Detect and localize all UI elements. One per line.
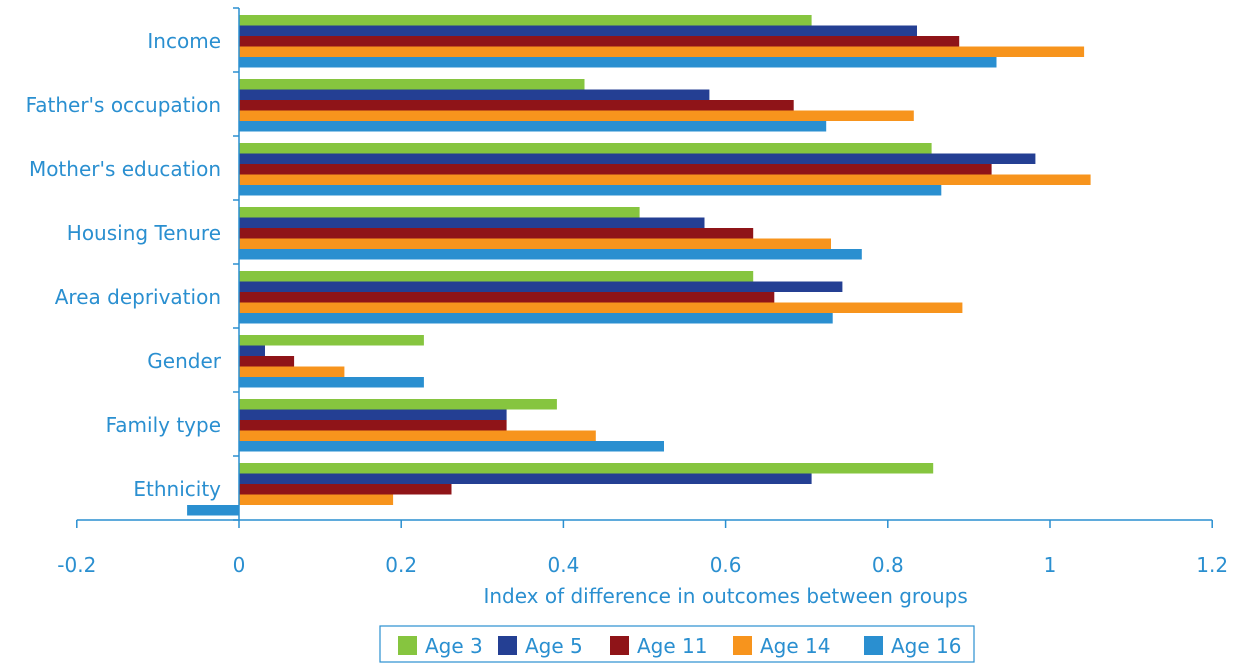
legend-swatch-age-5 [498, 636, 517, 655]
bar-housing-tenure-age-5 [239, 217, 705, 228]
bar-family-type-age-14 [239, 430, 596, 441]
bar-ethnicity-age-14 [239, 494, 394, 505]
bar-housing-tenure-age-11 [239, 228, 754, 239]
y-tick-label-gender: Gender [147, 349, 221, 373]
bar-father-s-occupation-age-5 [239, 89, 710, 100]
legend-label-age-5: Age 5 [525, 634, 583, 658]
legend-swatch-age-14 [733, 636, 752, 655]
legend-swatch-age-11 [610, 636, 629, 655]
bar-father-s-occupation-age-3 [239, 79, 585, 90]
bar-area-deprivation-age-5 [239, 281, 843, 292]
bar-income-age-11 [239, 36, 960, 47]
x-axis-title: Index of difference in outcomes between … [483, 584, 967, 608]
bar-housing-tenure-age-14 [239, 238, 831, 249]
y-tick-label-family-type: Family type [106, 413, 221, 437]
x-tick-label: 1.2 [1196, 553, 1228, 577]
bar-income-age-16 [239, 57, 997, 68]
bar-ethnicity-age-16 [187, 505, 239, 516]
y-tick-label-ethnicity: Ethnicity [133, 477, 221, 501]
legend-label-age-3: Age 3 [425, 634, 483, 658]
y-tick-label-area-deprivation: Area deprivation [55, 285, 221, 309]
bar-gender-age-14 [239, 366, 345, 377]
legend-label-age-14: Age 14 [760, 634, 831, 658]
bar-gender-age-3 [239, 335, 424, 346]
bar-family-type-age-5 [239, 409, 507, 420]
bar-ethnicity-age-5 [239, 473, 812, 484]
bar-income-age-3 [239, 15, 812, 26]
bar-ethnicity-age-3 [239, 463, 934, 474]
bars-layer [187, 15, 1091, 516]
x-tick-label: 0 [233, 553, 246, 577]
bar-mother-s-education-age-3 [239, 143, 932, 154]
bar-area-deprivation-age-14 [239, 302, 963, 313]
bar-mother-s-education-age-11 [239, 164, 992, 175]
axes-layer: Income Father's occupation Mother's educat… [26, 7, 1228, 577]
x-tick-label: 0.8 [872, 553, 904, 577]
bar-mother-s-education-age-16 [239, 185, 942, 196]
bar-income-age-5 [239, 25, 917, 36]
y-tick-label-father-s-occupation: Father's occupation [26, 93, 221, 117]
bar-family-type-age-16 [239, 441, 664, 452]
bar-income-age-14 [239, 46, 1085, 57]
legend-swatch-age-3 [398, 636, 417, 655]
bar-mother-s-education-age-5 [239, 153, 1036, 164]
legend: Age 3 Age 5 Age 11 Age 14 Age 16 [379, 625, 975, 663]
bar-gender-age-16 [239, 377, 424, 388]
legend-swatch-age-16 [864, 636, 883, 655]
bar-ethnicity-age-11 [239, 484, 452, 495]
y-tick-label-mother-s-education: Mother's education [29, 157, 221, 181]
bar-gender-age-5 [239, 345, 265, 356]
x-tick-label: 0.6 [710, 553, 742, 577]
y-tick-label-housing-tenure: Housing Tenure [67, 221, 221, 245]
x-tick-label: 0.2 [385, 553, 417, 577]
bar-housing-tenure-age-16 [239, 249, 862, 260]
bar-mother-s-education-age-14 [239, 174, 1091, 185]
bar-area-deprivation-age-11 [239, 292, 775, 303]
bar-family-type-age-11 [239, 420, 507, 431]
x-tick-label: 1 [1044, 553, 1057, 577]
bar-gender-age-11 [239, 356, 295, 367]
x-tick-label: 0.4 [547, 553, 579, 577]
x-tick-label: -0.2 [57, 553, 96, 577]
bar-housing-tenure-age-3 [239, 207, 640, 218]
bar-father-s-occupation-age-14 [239, 110, 914, 121]
legend-label-age-16: Age 16 [891, 634, 962, 658]
bar-family-type-age-3 [239, 399, 557, 410]
legend-label-age-11: Age 11 [637, 634, 708, 658]
y-tick-label-income: Income [147, 29, 221, 53]
bar-area-deprivation-age-3 [239, 271, 754, 282]
bar-father-s-occupation-age-16 [239, 121, 827, 132]
bar-father-s-occupation-age-11 [239, 100, 794, 111]
bar-area-deprivation-age-16 [239, 313, 833, 324]
